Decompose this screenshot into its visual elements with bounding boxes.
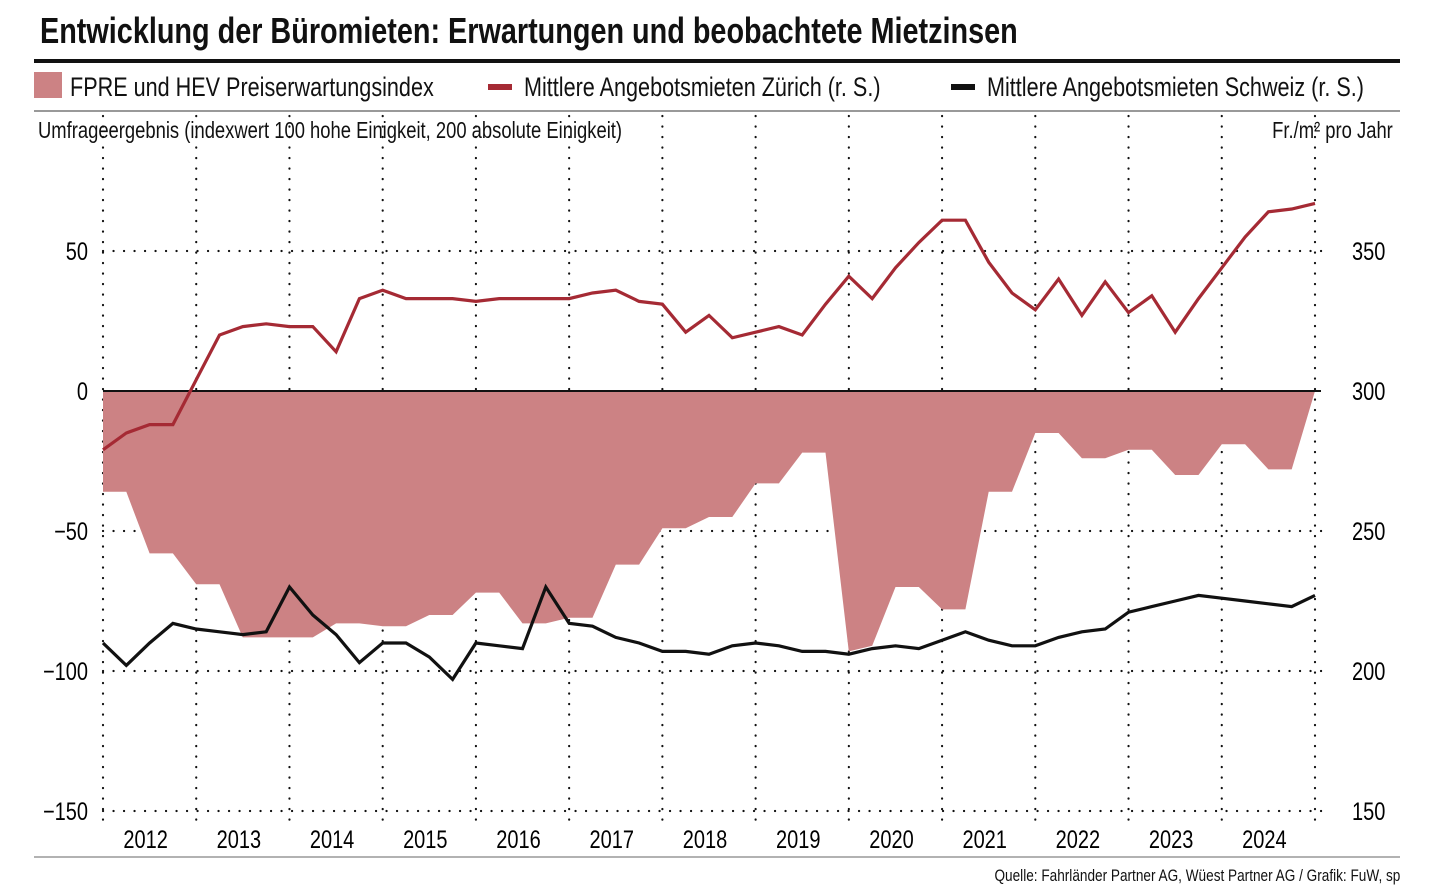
source-note: Quelle: Fahrländer Partner AG, Wüest Par… <box>994 866 1400 885</box>
left-tick-label: −150 <box>43 798 88 826</box>
right-axis-label: Fr./m² pro Jahr <box>1272 117 1393 143</box>
right-tick-label: 150 <box>1352 798 1385 826</box>
legend-label-schweiz: Mittlere Angebotsmieten Schweiz (r. S.) <box>987 72 1364 102</box>
left-axis-label: Umfrageergebnis (indexwert 100 hohe Eini… <box>38 117 623 143</box>
right-tick-label: 300 <box>1352 378 1385 406</box>
x-tick-label: 2016 <box>496 826 540 854</box>
legend-label-zurich: Mittlere Angebotsmieten Zürich (r. S.) <box>524 72 881 102</box>
x-tick-label: 2012 <box>123 826 167 854</box>
title-rule <box>34 59 1400 63</box>
x-tick-label: 2017 <box>590 826 634 854</box>
x-tick-label: 2019 <box>776 826 820 854</box>
legend-swatch-area <box>34 72 62 98</box>
x-tick-label: 2020 <box>869 826 913 854</box>
chart-title: Entwicklung der Büromieten: Erwartungen … <box>40 10 1018 51</box>
left-tick-label: −100 <box>43 658 88 686</box>
area-fpre-index <box>103 391 1315 652</box>
x-tick-label: 2024 <box>1242 826 1286 854</box>
x-tick-label: 2018 <box>683 826 727 854</box>
right-tick-label: 350 <box>1352 238 1385 266</box>
right-tick-label: 250 <box>1352 518 1385 546</box>
legend-swatch-zurich <box>488 84 512 90</box>
line-zurich <box>102 201 1316 452</box>
legend-rule <box>34 110 1400 112</box>
x-tick-label: 2014 <box>310 826 354 854</box>
x-tick-label: 2021 <box>962 826 1006 854</box>
left-tick-label: 0 <box>77 378 88 406</box>
x-tick-label: 2013 <box>217 826 261 854</box>
x-tick-label: 2023 <box>1149 826 1193 854</box>
right-tick-label: 200 <box>1352 658 1385 686</box>
left-tick-label: −50 <box>54 518 88 546</box>
legend-swatch-schweiz <box>951 84 975 90</box>
left-tick-label: 50 <box>66 238 88 266</box>
x-tick-label: 2015 <box>403 826 447 854</box>
legend-label-fpre: FPRE und HEV Preiserwartungsindex <box>70 72 434 102</box>
x-tick-label: 2022 <box>1056 826 1100 854</box>
line-schweiz <box>101 583 1316 682</box>
